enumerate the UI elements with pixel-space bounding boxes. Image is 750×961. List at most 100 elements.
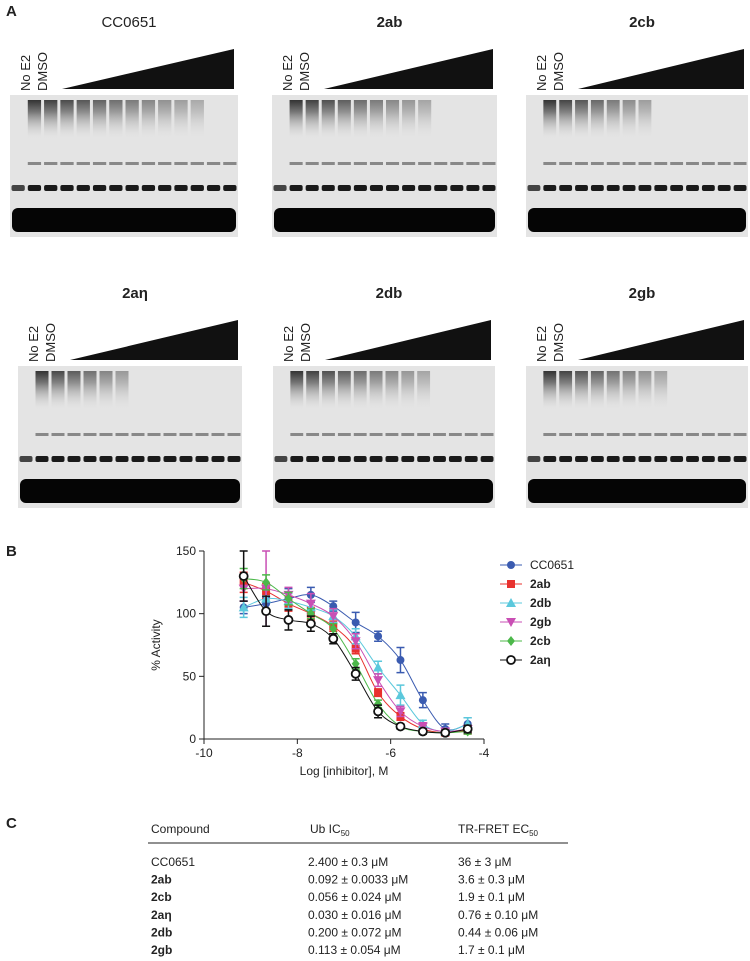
- gel-band: [717, 433, 731, 436]
- gel-smear: [76, 100, 90, 140]
- concentration-wedge: [578, 49, 744, 89]
- gel-band: [575, 185, 588, 191]
- gel-smear: [125, 100, 139, 140]
- gel-smear: [321, 100, 335, 140]
- gel-band: [686, 433, 699, 436]
- gel-band: [353, 433, 367, 436]
- data-point: [351, 658, 360, 669]
- gel-band: [527, 185, 541, 191]
- gel-band: [686, 185, 699, 191]
- gel-band: [670, 162, 684, 165]
- gel-band: [131, 433, 145, 436]
- gel-band: [322, 456, 335, 462]
- gel-band: [701, 185, 715, 191]
- concentration-wedge: [325, 320, 491, 360]
- gel-band: [590, 162, 604, 165]
- gel-smear: [174, 100, 188, 140]
- gel-smear: [638, 100, 652, 140]
- gel-band: [590, 456, 604, 462]
- gel-band: [125, 185, 139, 191]
- lane-label: No E2: [18, 55, 33, 91]
- gel-band: [575, 162, 588, 165]
- gel-band: [369, 162, 383, 165]
- gel-band: [733, 433, 747, 436]
- data-point: [373, 706, 383, 717]
- lane-label: DMSO: [43, 323, 58, 362]
- gel-band: [27, 162, 42, 165]
- lane-label: No E2: [281, 326, 296, 362]
- gel-smear: [109, 100, 123, 140]
- gel-band: [353, 456, 367, 462]
- gel-band: [480, 433, 494, 436]
- table-cell: 2ab: [151, 873, 172, 887]
- gel-band: [11, 185, 25, 191]
- gel-title: 2cb: [629, 14, 655, 31]
- table-cell: 2gb: [151, 943, 172, 957]
- gel-smear: [305, 100, 319, 140]
- gel-band: [385, 456, 399, 462]
- gel-band: [305, 162, 319, 165]
- gel-band: [321, 162, 335, 165]
- gel-band: [206, 185, 221, 191]
- gel-band: [60, 185, 74, 191]
- gel-band: [99, 456, 113, 462]
- gel-smear: [575, 100, 588, 140]
- data-point: [238, 602, 249, 612]
- header-subscript: 50: [529, 829, 538, 838]
- gel-band: [289, 162, 303, 165]
- gel-band: [575, 456, 588, 462]
- x-tick-label: -4: [479, 746, 490, 760]
- gel-blob: [12, 208, 236, 232]
- gel-band: [464, 433, 478, 436]
- gel-band: [717, 185, 731, 191]
- gel-smear: [369, 371, 383, 411]
- gel-band: [174, 185, 188, 191]
- table-cell: 0.030 ± 0.016 μM: [308, 908, 402, 922]
- gel-band: [418, 162, 432, 165]
- gel-band: [670, 456, 684, 462]
- data-point: [417, 726, 428, 737]
- gel-band: [654, 185, 668, 191]
- table-cell: 3.6 ± 0.3 μM: [458, 873, 525, 887]
- gel-band: [448, 433, 462, 436]
- y-axis-label: % Activity: [149, 619, 163, 670]
- gel-band: [638, 433, 652, 436]
- gel-band: [733, 456, 747, 462]
- gel-smear: [290, 371, 304, 411]
- gel-band: [195, 433, 209, 436]
- gel-band: [179, 433, 193, 436]
- gel-smear: [418, 100, 432, 140]
- data-point: [395, 721, 406, 732]
- data-point: [351, 618, 360, 627]
- table-cell: 2aη: [151, 908, 172, 922]
- gel-smear: [35, 371, 49, 411]
- legend-marker: [507, 561, 515, 569]
- gel-band: [638, 162, 652, 165]
- gel-smear: [622, 371, 636, 411]
- gel-smear: [401, 371, 415, 411]
- header-text: Compound: [151, 822, 210, 836]
- gel-title: 2db: [376, 285, 403, 302]
- gel-band: [450, 162, 464, 165]
- gel-band: [115, 456, 129, 462]
- gel-blob: [528, 479, 746, 503]
- table-cell: 1.9 ± 0.1 μM: [458, 890, 525, 904]
- table-header: TR-FRET EC50: [458, 822, 539, 838]
- gel-smear: [369, 100, 383, 140]
- gel-band: [670, 185, 684, 191]
- gel-band: [638, 185, 652, 191]
- gel-smear: [141, 100, 156, 140]
- gel-band: [195, 456, 209, 462]
- data-point: [374, 698, 383, 709]
- gel-band: [559, 456, 573, 462]
- gel-band: [109, 185, 123, 191]
- gel-band: [417, 456, 431, 462]
- gel-smear: [115, 371, 129, 411]
- lane-label: No E2: [280, 55, 295, 91]
- gel-band: [44, 162, 58, 165]
- gel-band: [306, 433, 320, 436]
- gel-band: [466, 162, 480, 165]
- legend-label: 2db: [530, 596, 551, 610]
- lane-label: DMSO: [551, 323, 566, 362]
- y-tick-label: 0: [189, 732, 196, 746]
